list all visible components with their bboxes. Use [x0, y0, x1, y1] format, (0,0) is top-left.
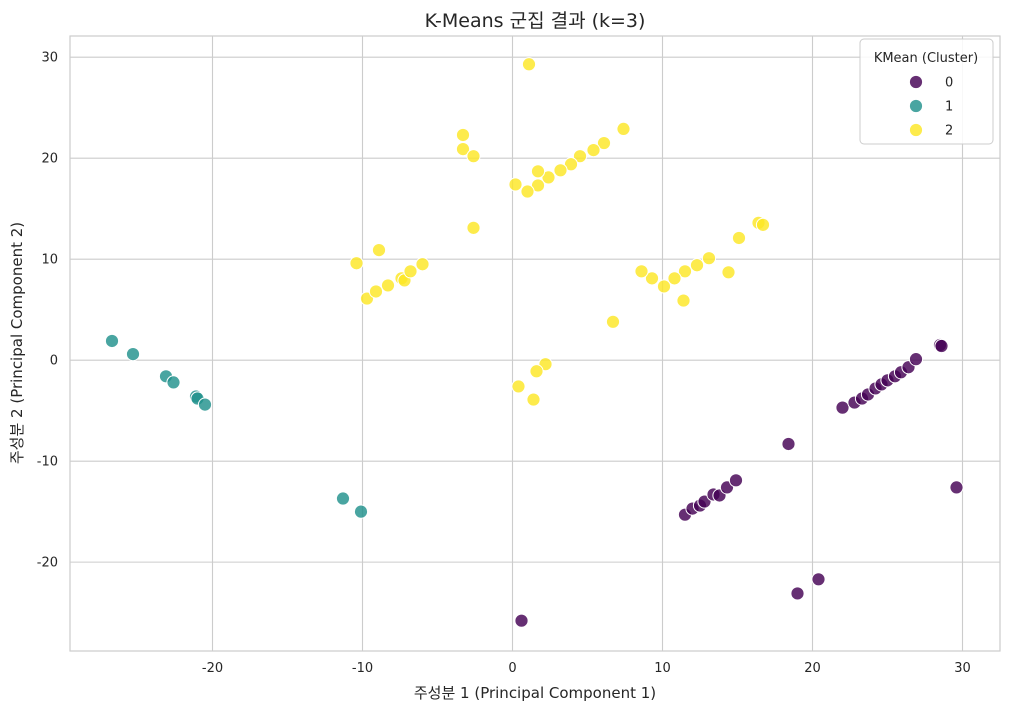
data-point	[677, 264, 693, 279]
data-points	[104, 57, 964, 628]
data-point	[125, 347, 141, 362]
data-point	[353, 504, 369, 519]
data-point	[721, 265, 736, 280]
data-point	[689, 258, 705, 273]
legend-marker	[908, 122, 924, 138]
data-point	[368, 284, 384, 299]
data-point	[529, 364, 544, 379]
chart-title: K-Means 군집 결과 (k=3)	[425, 10, 646, 32]
data-point	[790, 586, 805, 601]
data-point	[521, 57, 537, 72]
data-point	[415, 257, 430, 272]
data-point	[596, 135, 612, 151]
legend-marker	[908, 98, 924, 114]
data-point	[634, 264, 649, 279]
data-point	[701, 251, 717, 266]
data-point	[530, 164, 546, 179]
data-point	[563, 157, 579, 172]
data-point	[349, 256, 364, 271]
y-tick-label: 10	[41, 253, 58, 268]
data-point	[553, 163, 568, 178]
series-0	[514, 337, 964, 628]
legend-item-2: 2	[908, 122, 953, 139]
data-point	[731, 230, 747, 246]
legend-label: 0	[945, 76, 953, 91]
y-tick-label: 20	[41, 152, 58, 167]
data-point	[781, 436, 796, 452]
data-point	[466, 149, 481, 164]
data-point	[644, 271, 660, 286]
legend-item-0: 0	[908, 74, 953, 91]
data-point	[526, 392, 541, 407]
legend-title: KMean (Cluster)	[874, 51, 978, 66]
data-point	[728, 473, 744, 488]
series-2	[349, 57, 771, 407]
data-point	[514, 613, 529, 628]
x-tick-label: 30	[954, 661, 971, 676]
data-point	[605, 314, 621, 329]
data-point	[934, 338, 949, 354]
data-point	[371, 242, 387, 258]
data-point	[455, 127, 471, 143]
data-point	[403, 264, 418, 279]
data-point	[335, 491, 351, 506]
data-point	[466, 220, 481, 235]
data-point	[755, 217, 771, 232]
data-point	[676, 293, 691, 308]
data-point	[455, 142, 471, 157]
data-point	[949, 480, 964, 495]
data-point	[166, 375, 181, 390]
data-point	[908, 352, 924, 367]
data-point	[572, 149, 588, 164]
data-point	[104, 333, 120, 349]
x-tick-label: -10	[352, 661, 373, 676]
data-point	[667, 271, 682, 286]
y-tick-label: -10	[37, 455, 58, 470]
x-tick-label: 0	[508, 661, 516, 676]
data-point	[835, 400, 850, 415]
y-tick-label: 0	[50, 354, 58, 369]
plot-frame	[69, 35, 1001, 652]
legend-label: 1	[945, 100, 953, 115]
data-point	[586, 143, 601, 158]
data-point	[508, 177, 523, 192]
legend-item-1: 1	[908, 98, 953, 115]
legend-label: 2	[945, 124, 953, 139]
data-point	[811, 572, 826, 587]
grid-lines	[70, 36, 1000, 651]
data-point	[656, 279, 672, 294]
x-tick-label: 20	[804, 661, 821, 676]
data-point	[380, 278, 396, 293]
data-point	[520, 184, 535, 199]
legend: KMean (Cluster) 0 1 2	[859, 38, 994, 145]
y-axis-label: 주성분 2 (Principal Component 2)	[8, 222, 26, 464]
plot-background	[70, 36, 1000, 651]
x-tick-label: 10	[654, 661, 671, 676]
legend-marker	[908, 74, 924, 90]
x-tick-label: -20	[202, 661, 223, 676]
data-point	[616, 121, 631, 137]
data-point	[541, 170, 556, 185]
legend-entries: 0 1 2	[908, 74, 953, 139]
y-tick-label: -20	[37, 556, 58, 571]
legend-box	[859, 38, 994, 145]
data-point	[511, 379, 526, 394]
data-point	[530, 178, 546, 193]
data-point	[197, 397, 213, 412]
series-1	[104, 333, 369, 519]
x-axis-label: 주성분 1 (Principal Component 1)	[414, 684, 656, 702]
y-tick-label: 30	[41, 51, 58, 66]
